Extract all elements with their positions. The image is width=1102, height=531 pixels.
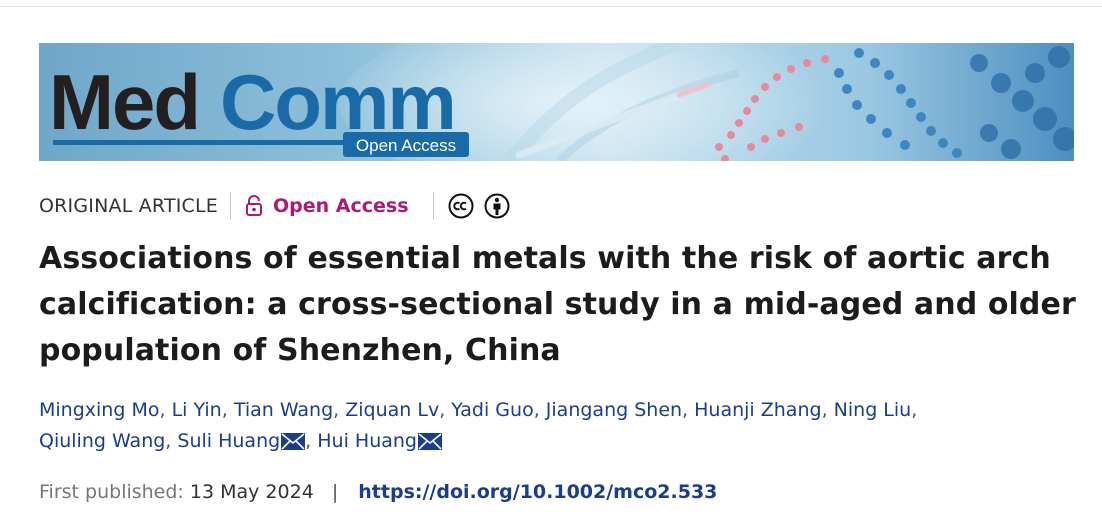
envelope-icon[interactable] <box>281 433 306 450</box>
author-separator: , <box>533 399 546 421</box>
open-access-label: Open Access <box>273 195 409 217</box>
publication-date: 13 May 2024 <box>189 481 314 503</box>
author-separator: , <box>821 399 834 421</box>
open-access-badge <box>343 132 469 157</box>
attribution-icon[interactable] <box>484 193 510 219</box>
first-published-label: First published: <box>39 481 184 503</box>
logo-underline <box>53 140 343 145</box>
logo-comm: Comm <box>220 58 455 146</box>
article-meta-row: ORIGINAL ARTICLE Open Access <box>39 190 520 222</box>
unlocked-lock-icon <box>246 195 263 216</box>
envelope-icon[interactable] <box>418 433 442 450</box>
author-link[interactable]: Ning Liu <box>833 399 912 421</box>
logo-med: Med <box>49 58 199 146</box>
author-link[interactable]: Hui Huang <box>317 430 417 452</box>
separator: | <box>331 481 339 503</box>
doi-link[interactable]: https://doi.org/10.1002/mco2.533 <box>358 481 718 503</box>
open-access-badge-text: Open Access <box>356 136 456 155</box>
journal-banner[interactable]: Med Comm Open Access <box>39 43 1074 161</box>
author-link[interactable]: Jiangang Shen <box>545 399 683 421</box>
author-separator: , <box>305 430 318 452</box>
top-divider <box>0 0 1102 7</box>
article-type: ORIGINAL ARTICLE <box>39 192 232 220</box>
author-link[interactable]: Mingxing Mo <box>39 399 160 421</box>
author-separator: , <box>439 399 452 421</box>
author-separator: , <box>221 399 234 421</box>
author-separator: , <box>682 399 695 421</box>
banner-graphic: Med Comm Open Access <box>39 43 1074 161</box>
author-link[interactable]: Suli Huang <box>177 430 281 452</box>
creative-commons-icon[interactable] <box>448 193 474 219</box>
author-separator: , <box>165 430 178 452</box>
author-link[interactable]: Li Yin <box>171 399 222 421</box>
author-link[interactable]: Yadi Guo <box>451 399 534 421</box>
license-icons <box>434 193 520 219</box>
author-link[interactable]: Tian Wang <box>233 399 334 421</box>
open-access-link[interactable]: Open Access <box>231 192 434 220</box>
author-link[interactable]: Ziquan Lv <box>345 399 440 421</box>
author-separator: , <box>911 399 918 421</box>
publication-line: First published: 13 May 2024 | https://d… <box>39 478 717 506</box>
article-title: Associations of essential metals with th… <box>39 241 1076 368</box>
author-link[interactable]: Qiuling Wang <box>39 430 166 452</box>
author-separator: , <box>333 399 346 421</box>
author-list: Mingxing Mo, Li Yin, Tian Wang, Ziquan L… <box>39 395 1039 457</box>
author-separator: , <box>159 399 172 421</box>
author-link[interactable]: Huanji Zhang <box>694 399 822 421</box>
